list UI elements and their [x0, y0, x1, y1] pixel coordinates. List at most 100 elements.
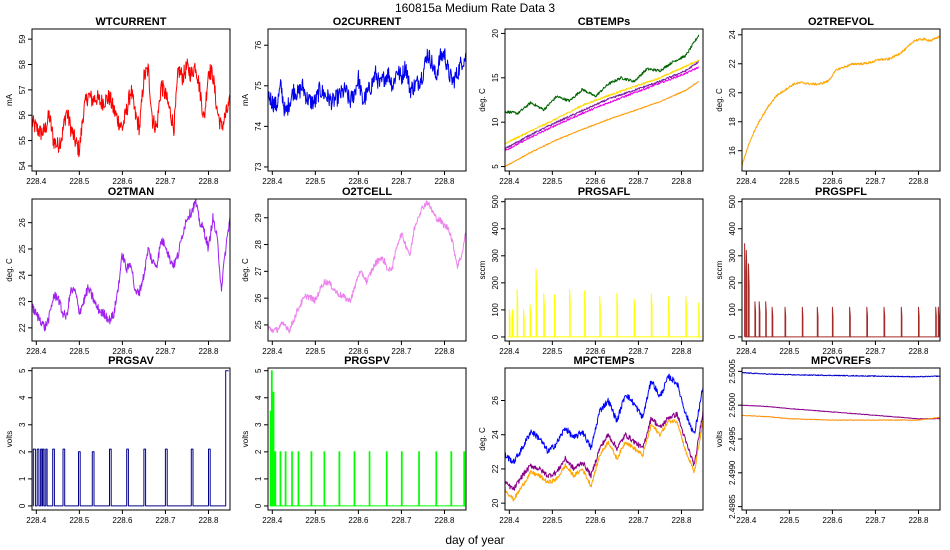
series-line-blue	[505, 373, 703, 464]
panel-mpcvrefs: MPCVREFs 228.4 228.5 228.6 228.7 228.8 2.4985 2…	[715, 355, 941, 525]
y-axis-label: deg. C	[478, 88, 487, 112]
x-tick-label: 228.8	[198, 177, 219, 186]
x-tick-label: 228.7	[155, 177, 176, 186]
panel-o2current: O2CURRENT 228.4 228.5 228.6 228.7 228.8 73 74 75…	[241, 16, 467, 186]
y-tick-label: 0	[254, 503, 263, 508]
y-tick-label: 200	[491, 276, 500, 290]
y-tick-label: 28	[254, 240, 263, 249]
y-axis-label: deg. C	[5, 258, 14, 282]
y-tick-label: 400	[728, 222, 737, 236]
series-line-purple	[505, 61, 700, 150]
y-axis-label: deg. C	[478, 427, 487, 451]
y-tick-label: 54	[18, 161, 27, 170]
panel-o2tman: O2TMAN 228.4 228.5 228.6 228.7 228.8 22 23 24 25 2…	[5, 186, 231, 356]
y-tick-label: 26	[254, 293, 263, 302]
y-tick-label: 3	[254, 422, 263, 427]
panel-title: PRGSPV	[344, 355, 391, 367]
y-tick-label: 2.5000	[728, 392, 737, 417]
panel-prgsafl: PRGSAFL 228.4 228.5 228.6 228.7 228.8 0 100 200 3…	[478, 186, 704, 356]
x-tick-label: 228.4	[499, 347, 520, 356]
x-tick-label: 228.8	[434, 177, 455, 186]
y-tick-label: 4	[254, 395, 263, 400]
panel-title: O2CURRENT	[333, 16, 402, 28]
panel-cbtemps: CBTEMPs 228.4 228.5 228.6 228.7 228.8 5 10 15 20 d…	[478, 16, 704, 186]
y-tick-label: 100	[728, 303, 737, 317]
y-tick-label: 2.5005	[728, 359, 737, 384]
x-tick-label: 228.4	[262, 347, 283, 356]
plot-frame	[504, 28, 704, 172]
plot-frame	[504, 367, 704, 511]
y-tick-label: 2.4985	[728, 494, 737, 519]
plot-frame	[741, 28, 941, 172]
y-tick-label: 2	[18, 449, 27, 454]
y-tick-label: 25	[254, 320, 263, 329]
plot-frame	[741, 367, 941, 511]
x-tick-label: 228.5	[69, 347, 90, 356]
y-tick-label: 73	[254, 162, 263, 171]
plot-area	[505, 34, 700, 167]
x-tick-label: 228.4	[262, 177, 283, 186]
panel-title: WTCURRENT	[96, 16, 167, 28]
y-tick-label: 200	[728, 276, 737, 290]
x-tick-label: 228.7	[155, 516, 176, 525]
y-tick-label: 10	[491, 117, 500, 126]
panel-mpctemps: MPCTEMPs 228.4 228.5 228.6 228.7 228.8 20 22 24 2…	[478, 355, 704, 525]
x-tick-label: 228.6	[585, 177, 606, 186]
y-tick-label: 300	[491, 249, 500, 263]
x-tick-label: 228.8	[908, 177, 929, 186]
y-tick-label: 1	[18, 476, 27, 481]
y-tick-label: 27	[254, 266, 263, 275]
x-tick-label: 228.5	[542, 177, 563, 186]
plot-area	[742, 35, 940, 167]
plot-area	[268, 48, 466, 117]
series-line-orange	[742, 414, 940, 421]
y-axis-label: sccm	[715, 260, 724, 279]
plot-frame	[31, 198, 231, 342]
plot-area	[744, 243, 940, 338]
plot-area	[507, 268, 702, 338]
x-tick-label: 228.6	[822, 177, 843, 186]
x-tick-label: 228.4	[736, 177, 757, 186]
y-tick-label: 75	[254, 81, 263, 90]
x-tick-label: 228.6	[822, 516, 843, 525]
y-tick-label: 26	[18, 218, 27, 227]
y-tick-label: 0	[491, 334, 500, 339]
series-line-green	[505, 34, 700, 115]
series-line-prgspfl	[744, 243, 940, 338]
x-tick-label: 228.6	[348, 177, 369, 186]
y-tick-label: 1	[254, 476, 263, 481]
y-tick-label: 20	[491, 28, 500, 37]
y-tick-label: 15	[491, 73, 500, 82]
y-axis-label: mA	[5, 93, 14, 106]
series-line-purple	[505, 409, 703, 491]
y-tick-label: 2.4995	[728, 426, 737, 451]
y-tick-label: 57	[18, 85, 27, 94]
x-tick-label: 228.4	[499, 516, 520, 525]
y-tick-label: 58	[18, 60, 27, 69]
x-tick-label: 228.6	[822, 347, 843, 356]
x-tick-label: 228.8	[908, 516, 929, 525]
plot-area	[269, 370, 466, 507]
y-axis-label: volts	[715, 431, 724, 447]
plot-area	[268, 200, 466, 334]
y-tick-label: 59	[18, 34, 27, 43]
x-tick-label: 228.7	[628, 177, 649, 186]
x-tick-label: 228.7	[391, 516, 412, 525]
y-tick-label: 400	[491, 222, 500, 236]
y-tick-label: 3	[18, 422, 27, 427]
x-tick-label: 228.5	[779, 347, 800, 356]
y-tick-label: 500	[728, 194, 737, 208]
x-tick-label: 228.5	[542, 516, 563, 525]
y-axis-label: volts	[5, 431, 14, 447]
y-axis-label: deg. C	[241, 258, 250, 282]
panel-title: PRGSAV	[108, 355, 154, 367]
plot-area	[742, 372, 940, 421]
x-tick-label: 228.6	[585, 347, 606, 356]
y-tick-label: 100	[491, 303, 500, 317]
x-tick-label: 228.7	[628, 516, 649, 525]
y-tick-label: 5	[254, 368, 263, 373]
series-line-prgspv	[269, 370, 466, 507]
x-tick-label: 228.7	[865, 347, 886, 356]
x-tick-label: 228.6	[112, 516, 133, 525]
x-tick-label: 228.6	[348, 516, 369, 525]
